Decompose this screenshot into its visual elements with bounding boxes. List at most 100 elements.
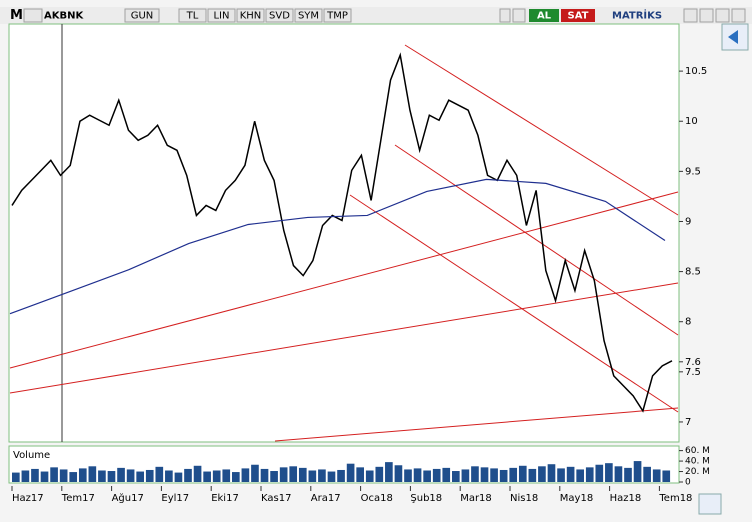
y-tick-label: 8.5 [685, 267, 701, 278]
x-tick-label: Tem17 [61, 493, 95, 504]
volume-bar [413, 468, 422, 482]
volume-bar [385, 462, 393, 482]
volume-tick-label: 40. M [685, 457, 710, 467]
logo: M [10, 8, 23, 23]
volume-bar [31, 468, 39, 482]
x-tick-label: Ağu17 [112, 492, 144, 504]
toolbar-button-label: SYM [298, 11, 319, 22]
volume-bar [184, 468, 192, 482]
y-tick-label: 10 [685, 116, 698, 127]
close-window-button[interactable] [731, 8, 746, 23]
y-tick-label: 9.5 [685, 166, 701, 177]
toolbar-button-label: KHN [240, 11, 262, 22]
toolbar-button-label: TMP [326, 11, 348, 22]
sell-label: SAT [568, 11, 589, 22]
volume-bar [136, 471, 144, 482]
x-tick-label: Şub18 [410, 493, 442, 504]
volume-bar [662, 470, 671, 482]
volume-bar [518, 465, 527, 482]
volume-bar [145, 469, 154, 482]
x-tick-label: Haz17 [12, 493, 44, 504]
toolbar-button[interactable] [294, 8, 323, 23]
volume-bar [50, 467, 58, 482]
volume-bar [126, 469, 135, 482]
symbol[interactable]: AKBNK [44, 11, 84, 22]
sell-button[interactable] [561, 9, 595, 22]
volume-bar [174, 472, 183, 482]
volume-bar [452, 471, 460, 482]
volume-bar [289, 466, 298, 482]
volume-bar [585, 467, 594, 482]
trend-line [404, 44, 679, 216]
y-tick-label: 10.5 [685, 66, 707, 77]
maximize-button[interactable] [715, 8, 730, 23]
flash-button[interactable] [499, 8, 511, 23]
volume-bar [318, 469, 326, 482]
volume-bar [193, 465, 202, 482]
x-tick-label: Nis18 [510, 493, 538, 504]
volume-bar [557, 468, 565, 482]
x-tick-label: Kas17 [261, 493, 291, 504]
volume-bar [21, 470, 30, 482]
volume-tick-label: 0 [685, 478, 691, 488]
toolbar-button[interactable] [178, 8, 207, 23]
toolbar-button-label: SVD [269, 11, 290, 22]
volume-bar [251, 464, 259, 482]
buy-button[interactable] [529, 9, 559, 22]
volume-bar [375, 466, 384, 482]
trend-lines [9, 44, 679, 442]
restore-button[interactable] [699, 8, 714, 23]
volume-bar [633, 461, 642, 482]
refresh-button[interactable] [512, 8, 526, 23]
volume-bar [624, 467, 632, 482]
sync-button[interactable] [698, 493, 722, 515]
volume-bar [117, 467, 125, 482]
volume-bar [327, 471, 336, 482]
y-tick-label: 7.5 [685, 367, 701, 378]
volume-bar [88, 466, 97, 482]
volume-bar [461, 469, 470, 482]
price-panel [8, 23, 680, 443]
volume-bar [605, 463, 613, 482]
toolbar-button[interactable] [323, 8, 352, 23]
x-tick-label: Tem18 [658, 493, 692, 504]
toolbar-button-label: GUN [131, 11, 154, 22]
trend-line [349, 194, 679, 413]
volume-bar [12, 472, 20, 482]
volume-bar [547, 464, 556, 482]
volume-bar [538, 466, 546, 482]
arrow-icon [728, 30, 738, 44]
minimize-button[interactable] [683, 8, 698, 23]
toolbar-button[interactable] [124, 8, 160, 23]
toolbar-button[interactable] [265, 8, 294, 23]
volume-tick-label: 60. M [685, 446, 710, 456]
toolbar-button[interactable] [207, 8, 236, 23]
moving-average [9, 178, 666, 315]
volume-bar [356, 467, 364, 482]
close-button[interactable] [23, 8, 43, 23]
side-arrow-button[interactable] [721, 23, 749, 51]
toolbar-button-label: LIN [213, 11, 229, 22]
volume-bar [576, 469, 584, 482]
volume-bar [365, 470, 374, 482]
trend-line [9, 282, 679, 394]
trend-line [274, 407, 679, 442]
volume-bar [346, 463, 355, 482]
volume-bar [260, 468, 269, 482]
volume-bar [643, 466, 651, 482]
toolbar: M AKBNK AL SAT MATRİKS [0, 7, 752, 24]
volume-bar [279, 467, 288, 482]
x-tick-label: Ara17 [311, 493, 341, 504]
volume-bar [165, 470, 173, 482]
volume-bar [298, 467, 307, 482]
volume-bar [222, 469, 231, 482]
volume-bar [595, 464, 604, 482]
volume-bar [107, 471, 116, 482]
toolbar-button[interactable] [236, 8, 265, 23]
volume-bar [490, 468, 498, 482]
volume-bar [78, 468, 87, 482]
x-tick-label: Oca18 [361, 493, 393, 504]
volume-bar [509, 467, 518, 482]
